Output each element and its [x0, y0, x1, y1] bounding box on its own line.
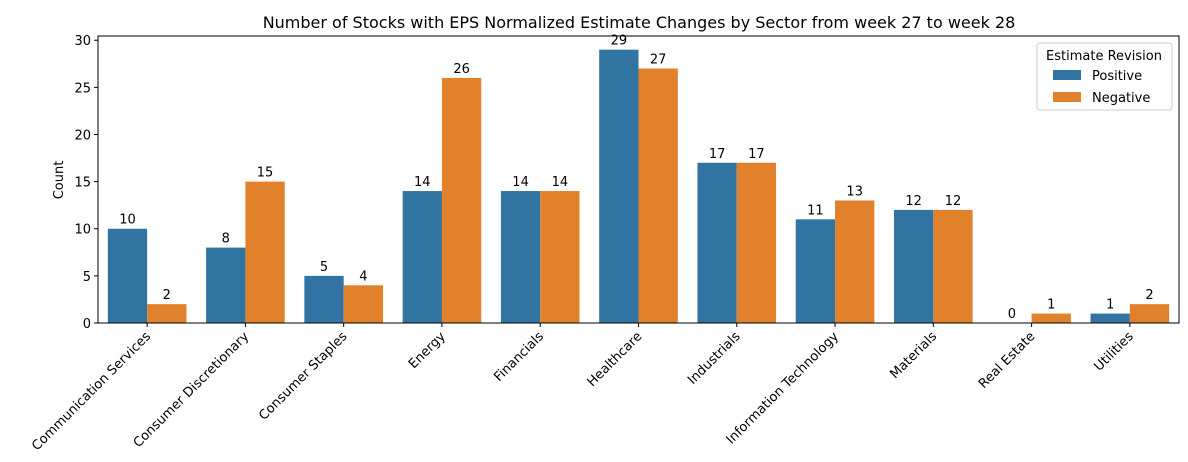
data-label: 1 [1047, 298, 1055, 313]
bar-positive-5 [599, 49, 639, 324]
y-tick-label: 10 [74, 223, 91, 238]
data-label: 12 [945, 194, 962, 209]
data-label: 2 [163, 288, 171, 303]
bar-negative-2 [343, 285, 383, 323]
data-label: 14 [414, 175, 431, 190]
bar-negative-4 [540, 191, 580, 323]
y-tick-label: 25 [74, 81, 91, 96]
data-label: 29 [611, 34, 628, 49]
y-tick-label: 5 [83, 270, 91, 285]
data-label: 27 [650, 53, 667, 68]
data-label: 1 [1106, 298, 1114, 313]
data-label: 14 [512, 175, 529, 190]
bar-negative-7 [835, 200, 875, 323]
x-tick-label: Energy [406, 329, 449, 372]
legend-swatch-negative [1053, 92, 1081, 102]
bar-positive-3 [402, 191, 442, 323]
x-tick-label: Financials [491, 329, 547, 385]
data-label: 17 [709, 147, 726, 162]
bar-positive-0 [107, 228, 148, 323]
legend-label-positive: Positive [1092, 69, 1142, 84]
x-tick-label: Healthcare [585, 329, 646, 390]
y-tick-label: 20 [74, 128, 91, 143]
y-tick-label: 0 [83, 317, 91, 332]
data-label: 15 [257, 166, 274, 181]
legend-label-negative: Negative [1092, 91, 1150, 106]
bar-negative-0 [147, 304, 187, 323]
data-label: 5 [320, 260, 328, 275]
data-label: 17 [748, 147, 765, 162]
x-tick-label: Utilities [1091, 329, 1136, 374]
bar-positive-1 [206, 247, 246, 323]
x-tick-label: Real Estate [976, 329, 1038, 391]
data-label: 8 [222, 232, 230, 247]
bar-positive-4 [500, 191, 541, 323]
bar-positive-10 [1090, 313, 1130, 323]
chart-title: Number of Stocks with EPS Normalized Est… [263, 13, 1016, 32]
x-tick-label: Industrials [685, 329, 744, 388]
bar-positive-8 [894, 209, 934, 323]
data-label: 11 [807, 203, 824, 218]
legend-swatch-positive [1053, 70, 1081, 80]
data-label: 0 [1008, 307, 1016, 322]
data-label: 2 [1145, 288, 1153, 303]
bar-positive-6 [697, 162, 737, 323]
data-label: 13 [846, 184, 863, 199]
bar-negative-6 [736, 162, 777, 323]
plot-frame [97, 35, 1180, 324]
bar-positive-2 [304, 275, 344, 323]
bar-negative-1 [245, 181, 285, 323]
bar-negative-8 [933, 209, 973, 323]
legend: Estimate Revision Positive Negative [1036, 42, 1173, 111]
data-label: 26 [453, 62, 470, 77]
x-tick-label: Materials [887, 329, 940, 382]
y-tick-label: 30 [74, 34, 91, 49]
data-label: 10 [119, 213, 136, 228]
x-tick-label: Consumer Staples [256, 329, 350, 423]
bar-negative-10 [1129, 304, 1170, 323]
bar-negative-3 [441, 77, 482, 323]
y-axis-label: Count [52, 161, 67, 200]
bar-negative-5 [638, 68, 678, 323]
data-label: 4 [359, 269, 367, 284]
y-tick-label: 15 [74, 176, 91, 191]
x-tick-label: Consumer Discretionary [131, 329, 253, 451]
data-label: 12 [905, 194, 922, 209]
legend-title: Estimate Revision [1046, 49, 1162, 64]
x-tick-label: Information Technology [724, 329, 842, 447]
bar-negative-9 [1031, 313, 1071, 323]
data-label: 14 [552, 175, 569, 190]
bar-positive-7 [795, 219, 836, 323]
